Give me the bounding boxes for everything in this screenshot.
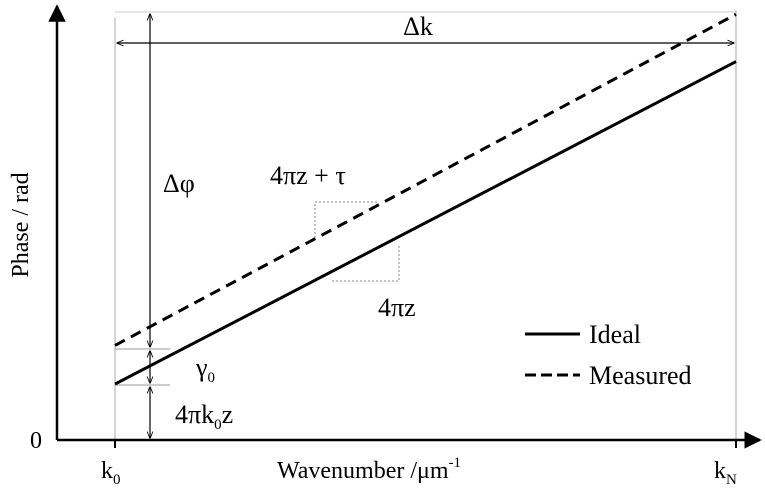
intercept-label: 4πk0z — [175, 400, 233, 433]
legend: Ideal Measured — [525, 320, 692, 390]
x-axis-label: Wavenumber /μm-1 — [277, 455, 461, 484]
x-tick-label-kN: kN — [714, 458, 737, 488]
measured-slope-label: 4πz + τ — [270, 161, 346, 190]
ideal-slope-label: 4πz — [378, 293, 416, 322]
x-tick-label-k0: k0 — [101, 458, 121, 488]
legend-ideal-label: Ideal — [589, 320, 641, 349]
delta-k-label: Δk — [403, 12, 433, 41]
legend-measured-label: Measured — [589, 361, 692, 390]
measured-slope-triangle — [314, 201, 377, 238]
y-origin-label: 0 — [30, 428, 42, 454]
delta-phi-label: Δφ — [163, 169, 195, 198]
ideal-line — [114, 60, 737, 386]
ideal-slope-triangle — [332, 245, 400, 282]
y-axis-label: Phase / rad — [8, 172, 34, 277]
measured-line — [114, 12, 737, 347]
gamma0-label: γ0 — [195, 353, 215, 386]
